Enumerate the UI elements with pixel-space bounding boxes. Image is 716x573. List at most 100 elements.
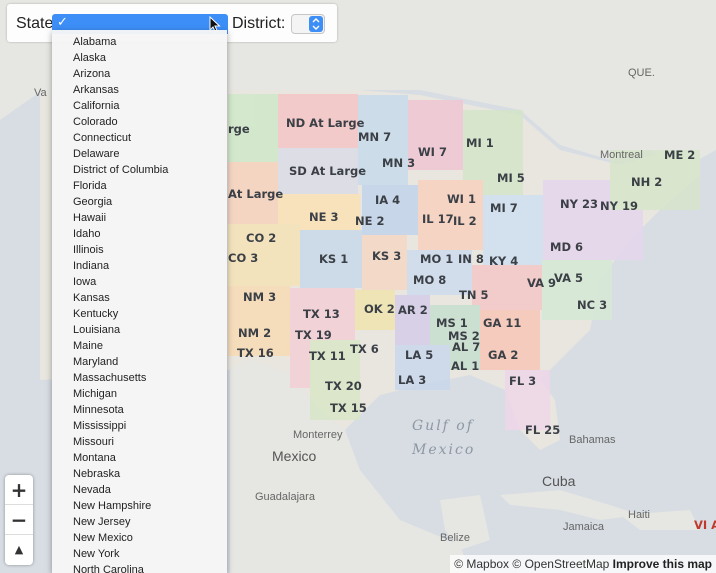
district-label[interactable]: MI 5 — [497, 171, 525, 185]
compass-button[interactable]: ▲ — [14, 543, 24, 556]
district-label[interactable]: VA 5 — [554, 271, 583, 285]
state-option[interactable]: Missouri — [73, 436, 114, 448]
district-label[interactable]: LA 3 — [398, 373, 426, 387]
district-label[interactable]: MO 1 — [420, 252, 453, 266]
district-label[interactable]: NC 3 — [577, 298, 607, 312]
district-label[interactable]: MN 3 — [382, 156, 415, 170]
district-label[interactable]: AL 7 — [452, 340, 480, 354]
improve-map-link[interactable]: Improve this map — [612, 557, 712, 571]
district-label[interactable]: VA 9 — [527, 276, 556, 290]
district-select[interactable] — [291, 14, 325, 34]
district-label[interactable]: AR 2 — [398, 303, 428, 317]
district-label[interactable]: NE 2 — [355, 214, 385, 228]
state-option[interactable]: Mississippi — [73, 420, 127, 432]
state-option[interactable]: Minnesota — [73, 404, 124, 416]
district-label[interactable]: SD At Large — [289, 164, 366, 178]
district-label[interactable]: LA 5 — [405, 348, 433, 362]
district-label[interactable]: MS 2 — [448, 329, 480, 343]
district-label[interactable]: FL 3 — [509, 374, 536, 388]
state-option[interactable]: Montana — [73, 452, 116, 464]
state-option[interactable]: Iowa — [73, 276, 97, 288]
state-option[interactable]: New York — [73, 548, 120, 560]
district-label[interactable]: TX 15 — [330, 401, 367, 415]
state-option[interactable]: Indiana — [73, 260, 110, 272]
state-option[interactable]: Nebraska — [73, 468, 121, 480]
state-option[interactable]: District of Columbia — [73, 164, 169, 176]
state-option[interactable]: Massachusetts — [73, 372, 147, 384]
district-label[interactable]: KY 4 — [489, 254, 518, 268]
state-option[interactable]: Kentucky — [73, 308, 119, 320]
state-option[interactable]: Maine — [73, 340, 103, 352]
district-label[interactable]: KS 1 — [319, 252, 348, 266]
district-label[interactable]: ME 2 — [664, 148, 695, 162]
district-label[interactable]: TN 5 — [459, 288, 488, 302]
state-select[interactable]: ✓ — [52, 14, 228, 34]
state-option[interactable]: Nevada — [73, 484, 111, 496]
district-label[interactable]: TX 13 — [303, 307, 340, 321]
district-label[interactable]: WI 1 — [447, 192, 476, 206]
state-option[interactable]: North Carolina — [73, 564, 144, 573]
state-option[interactable]: Alabama — [73, 36, 117, 48]
district-label[interactable]: MO 8 — [413, 273, 446, 287]
state-option[interactable]: Connecticut — [73, 132, 132, 144]
state-option[interactable]: Georgia — [73, 196, 113, 208]
district-label[interactable]: ND At Large — [286, 116, 365, 130]
filter-controls: State: ✓ District: — [7, 4, 337, 42]
district-label[interactable]: CO 2 — [246, 231, 276, 245]
district-label[interactable]: FL 25 — [525, 423, 560, 437]
district-label[interactable]: MD 6 — [550, 240, 583, 254]
state-dropdown-list[interactable]: Alabama Alaska Arizona Arkansas California Co… — [52, 30, 227, 573]
mapbox-attribution-link[interactable]: © Mapbox — [454, 557, 510, 571]
zoom-in-button[interactable]: + — [5, 475, 33, 505]
district-label[interactable]: TX 19 — [295, 328, 332, 342]
state-option[interactable]: Michigan — [73, 388, 118, 400]
district-label[interactable]: IL 2 — [453, 214, 477, 228]
district-label[interactable]: TX 6 — [350, 342, 379, 356]
district-label[interactable]: KS 3 — [372, 249, 401, 263]
state-option[interactable]: Arkansas — [73, 84, 119, 96]
state-option[interactable]: Colorado — [73, 116, 118, 128]
state-option[interactable]: California — [73, 100, 120, 112]
state-option[interactable]: Florida — [73, 180, 107, 192]
district-label[interactable]: TX 16 — [237, 346, 274, 360]
district-label[interactable]: OK 2 — [364, 302, 395, 316]
district-label[interactable]: IA 4 — [375, 193, 400, 207]
state-option[interactable]: Maryland — [73, 356, 119, 368]
district-label[interactable]: MN 7 — [358, 130, 391, 144]
district-label[interactable]: TX 20 — [325, 379, 362, 393]
district-label[interactable]: MI 7 — [490, 201, 518, 215]
district-label[interactable]: NY 19 — [600, 199, 638, 213]
state-option[interactable]: Idaho — [73, 228, 101, 240]
state-option[interactable]: New Hampshire — [73, 500, 152, 512]
state-option[interactable]: New Mexico — [73, 532, 133, 544]
district-label[interactable]: NM 2 — [238, 326, 271, 340]
state-option[interactable]: Louisiana — [73, 324, 121, 336]
district-label[interactable]: NH 2 — [631, 175, 662, 189]
district-label[interactable]: NY 23 — [560, 197, 598, 211]
state-option[interactable]: Alaska — [73, 52, 107, 64]
state-option[interactable]: Delaware — [73, 148, 120, 160]
district-label[interactable]: VI At — [694, 518, 716, 532]
state-option[interactable]: Arizona — [73, 68, 111, 80]
district-label[interactable]: NE 3 — [309, 210, 339, 224]
district-label[interactable]: IN 8 — [458, 252, 484, 266]
district-label[interactable]: IL 17 — [422, 212, 454, 226]
district-label[interactable]: MS 1 — [436, 316, 468, 330]
district-label[interactable]: TX 11 — [309, 349, 346, 363]
state-option[interactable]: New Jersey — [73, 516, 131, 528]
state-option[interactable]: Kansas — [73, 292, 110, 304]
state-option[interactable]: Hawaii — [73, 212, 107, 224]
district-label[interactable]: At Large — [228, 187, 283, 201]
district-label[interactable]: rge — [228, 122, 250, 136]
district-label[interactable]: GA 11 — [483, 316, 521, 330]
state-option[interactable]: Illinois — [73, 244, 104, 256]
district-label[interactable]: MI 1 — [466, 136, 494, 150]
district-label[interactable]: GA 2 — [488, 348, 518, 362]
district-label[interactable]: AL 1 — [451, 359, 479, 373]
osm-attribution-link[interactable]: © OpenStreetMap — [512, 557, 610, 571]
district-label[interactable]: NM 3 — [243, 290, 276, 304]
zoom-control: + − ▲ — [5, 475, 33, 565]
district-label[interactable]: CO 3 — [228, 251, 258, 265]
zoom-out-button[interactable]: − — [5, 505, 33, 535]
district-label[interactable]: WI 7 — [418, 145, 447, 159]
